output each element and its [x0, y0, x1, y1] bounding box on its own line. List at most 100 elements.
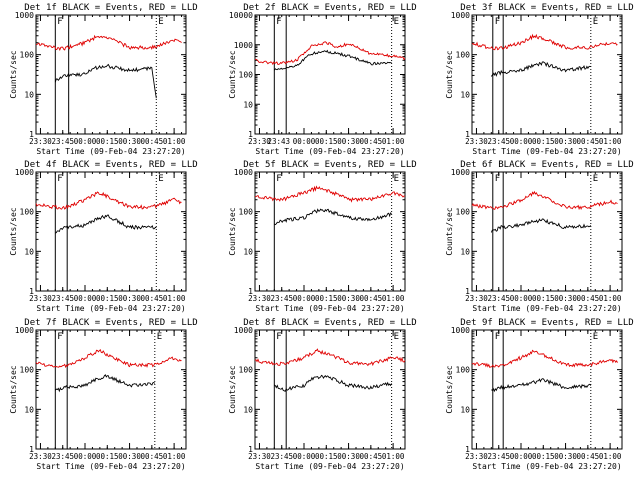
y-tick-label: 1	[465, 130, 470, 139]
panel-title: Det 5f BLACK = Events, RED = LLD	[243, 160, 416, 170]
x-tick-label: 00:15	[532, 294, 555, 303]
x-axis-label: Start Time (09-Feb-04 23:27:20)	[36, 462, 185, 471]
detector-panel: Det 9f BLACK = Events, RED = LLD 1 10 100 10…	[445, 318, 634, 471]
x-tick-label: 23:30	[29, 452, 52, 461]
panel-title: Det 8f BLACK = Events, RED = LLD	[243, 318, 416, 328]
x-tick-label: 01:00	[163, 452, 186, 461]
y-tick-label: 100	[20, 208, 35, 217]
x-tick-label: 00:30	[118, 294, 141, 303]
x-tick-label: 01:00	[382, 452, 405, 461]
x-axis-label: Start Time (09-Feb-04 23:27:20)	[472, 147, 621, 156]
x-tick-label: 00:30	[554, 137, 577, 146]
time-marker-label: E	[394, 332, 399, 342]
x-tick-label: 00:00	[510, 452, 533, 461]
time-marker-label: E	[158, 174, 163, 184]
x-tick-label: 00:15	[532, 137, 555, 146]
y-axis-label: Counts/sec	[445, 207, 454, 255]
x-tick-label: 00:15	[96, 294, 119, 303]
x-tick-label: 00:15	[532, 452, 555, 461]
y-tick-label: 100	[456, 51, 471, 60]
x-tick-label: 01:00	[599, 452, 622, 461]
panel-title: Det 4f BLACK = Events, RED = LLD	[24, 160, 197, 170]
x-tick-label: 01:00	[599, 294, 622, 303]
y-tick-label: 1000	[451, 326, 470, 335]
x-tick-label: 00:00	[74, 137, 97, 146]
x-tick-label: 00:00	[74, 452, 97, 461]
y-axis-label: Counts/sec	[228, 50, 237, 98]
x-tick-label: 00:45	[360, 294, 383, 303]
x-tick-label: 01:00	[163, 137, 186, 146]
y-tick-label: 1	[248, 445, 253, 454]
series-line-lld	[471, 349, 618, 369]
y-tick-label: 10	[243, 100, 253, 109]
time-marker-label: E	[593, 332, 598, 342]
y-tick-label: 10	[243, 405, 253, 414]
x-tick-label: 23:43	[267, 137, 290, 146]
x-axis-label: Start Time (09-Feb-04 23:27:20)	[472, 462, 621, 471]
x-tick-label: 01:00	[382, 137, 405, 146]
detector-panel: Det 7f BLACK = Events, RED = LLD 1 10 100 10…	[9, 318, 198, 471]
x-tick-label: 23:45	[51, 294, 74, 303]
x-tick-label: 00:45	[577, 294, 600, 303]
y-tick-label: 1000	[451, 11, 470, 20]
series-line-events	[490, 218, 592, 233]
time-marker-label: F	[495, 332, 500, 342]
series-line-events	[54, 63, 157, 99]
series-line-lld	[35, 34, 182, 52]
time-marker-label: F	[57, 174, 62, 184]
series-line-lld	[471, 190, 618, 211]
panel-title: Det 6f BLACK = Events, RED = LLD	[460, 160, 633, 170]
y-tick-label: 1	[465, 445, 470, 454]
detector-panel: Det 5f BLACK = Events, RED = LLD 1 10 100 10…	[228, 160, 417, 313]
series-line-lld	[35, 349, 182, 369]
y-tick-label: 1000	[451, 168, 470, 177]
y-tick-label: 1	[248, 287, 253, 296]
y-tick-label: 10	[243, 247, 253, 256]
y-tick-label: 1	[29, 287, 34, 296]
x-tick-label: 00:00	[293, 294, 316, 303]
x-tick-label: 00:45	[577, 452, 600, 461]
x-tick-label: 01:00	[599, 137, 622, 146]
y-tick-label: 1000	[234, 168, 253, 177]
detector-panel: Det 3f BLACK = Events, RED = LLD 1 10 100 10…	[445, 3, 634, 156]
time-marker-label: E	[394, 174, 399, 184]
time-marker-label: E	[593, 174, 598, 184]
x-tick-label: 00:30	[118, 137, 141, 146]
detector-panel: Det 2f BLACK = Events, RED = LLD 1 10 100 10…	[228, 3, 417, 156]
y-axis-label: Counts/sec	[9, 50, 18, 98]
x-tick-label: 23:30	[29, 137, 52, 146]
y-axis-label: Counts/sec	[9, 207, 18, 255]
x-tick-label: 00:00	[510, 137, 533, 146]
x-tick-label: 00:45	[360, 137, 383, 146]
time-marker-label: E	[593, 17, 598, 27]
x-tick-label: 23:30	[248, 137, 271, 146]
x-axis-label: Start Time (09-Feb-04 23:27:20)	[36, 304, 185, 313]
panel-title: Det 7f BLACK = Events, RED = LLD	[24, 318, 197, 328]
x-tick-label: 00:45	[141, 294, 164, 303]
plot-frame	[471, 171, 623, 292]
panel-title: Det 9f BLACK = Events, RED = LLD	[460, 318, 633, 328]
panel-title: Det 1f BLACK = Events, RED = LLD	[24, 3, 197, 13]
x-tick-label: 23:30	[465, 452, 488, 461]
series-line-lld	[471, 33, 618, 51]
x-tick-label: 23:30	[248, 452, 271, 461]
x-tick-label: 23:45	[270, 294, 293, 303]
x-tick-label: 00:30	[118, 452, 141, 461]
x-tick-label: 23:45	[51, 452, 74, 461]
x-tick-label: 00:15	[96, 452, 119, 461]
x-tick-label: 23:45	[487, 137, 510, 146]
y-tick-label: 100	[239, 366, 254, 375]
plot-frame	[35, 14, 187, 135]
time-marker-label: F	[57, 332, 62, 342]
x-tick-label: 23:30	[465, 294, 488, 303]
x-tick-label: 23:45	[51, 137, 74, 146]
x-tick-label: 00:45	[141, 137, 164, 146]
x-tick-label: 00:30	[337, 294, 360, 303]
series-line-events	[490, 61, 591, 77]
x-axis-label: Start Time (09-Feb-04 23:27:20)	[255, 304, 404, 313]
series-line-events	[274, 374, 393, 392]
x-tick-label: 00:15	[315, 294, 338, 303]
series-line-lld	[254, 185, 406, 203]
series-line-events	[273, 49, 392, 71]
